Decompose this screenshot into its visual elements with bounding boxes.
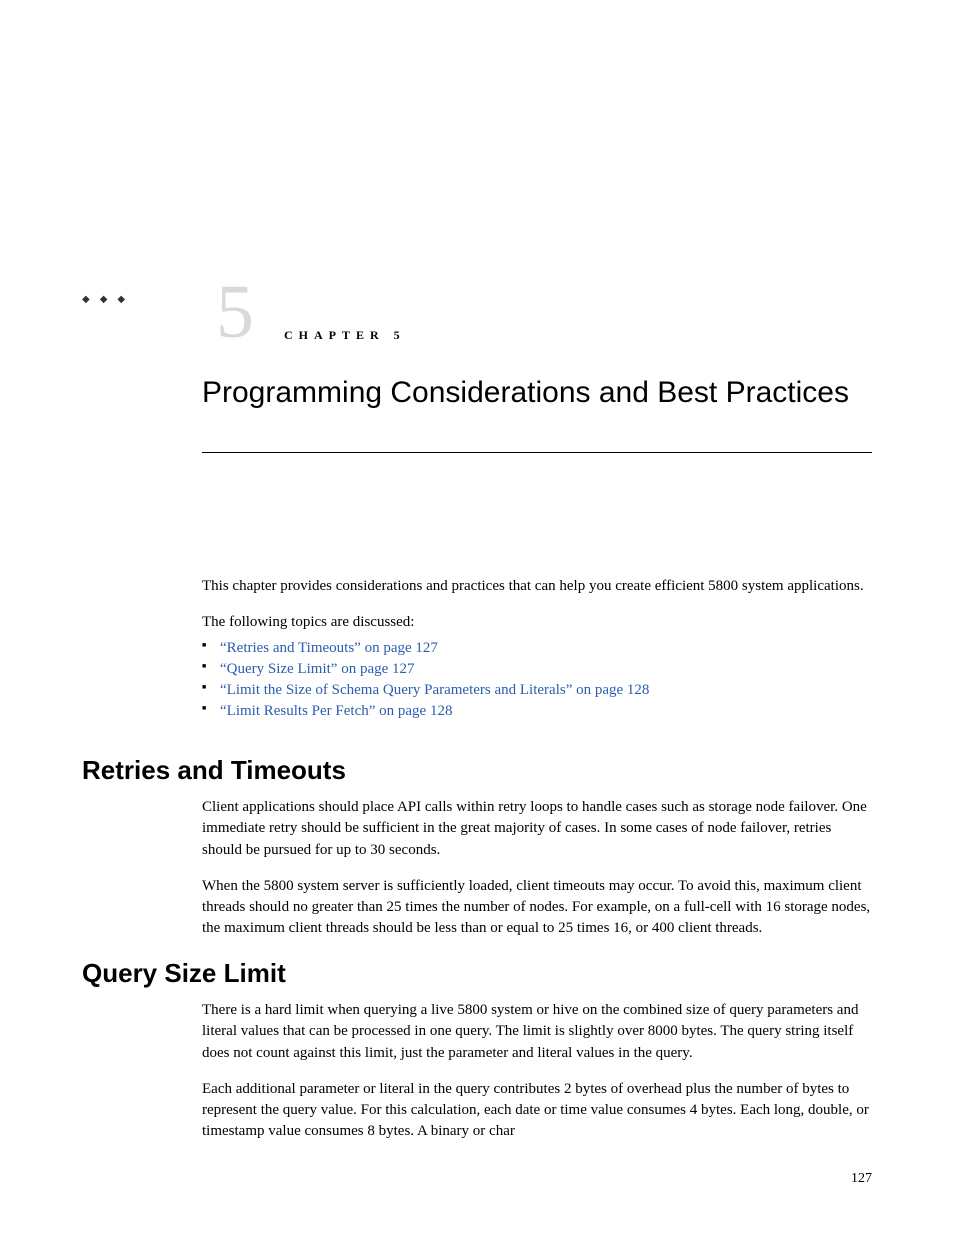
toc-link-schema-params[interactable]: “Limit the Size of Schema Query Paramete…	[220, 682, 649, 698]
toc-link-query-size[interactable]: “Query Size Limit” on page 127	[220, 661, 415, 677]
list-item: “Retries and Timeouts” on page 127	[202, 638, 872, 659]
body-paragraph: Client applications should place API cal…	[202, 797, 872, 861]
section-heading-retries: Retries and Timeouts	[82, 755, 346, 786]
intro-paragraph: The following topics are discussed:	[202, 612, 872, 633]
body-paragraph: When the 5800 system server is sufficien…	[202, 876, 872, 940]
section-heading-query-size: Query Size Limit	[82, 958, 286, 989]
list-item: “Limit Results Per Fetch” on page 128	[202, 701, 872, 722]
body-paragraph: There is a hard limit when querying a li…	[202, 1000, 872, 1064]
toc-link-retries[interactable]: “Retries and Timeouts” on page 127	[220, 640, 438, 656]
page-number: 127	[851, 1171, 872, 1187]
chapter-intro: This chapter provides considerations and…	[202, 576, 872, 723]
toc-link-results-fetch[interactable]: “Limit Results Per Fetch” on page 128	[220, 703, 452, 719]
list-item: “Limit the Size of Schema Query Paramete…	[202, 680, 872, 701]
chapter-header: ◆◆◆ 5 CHAPTER 5	[82, 290, 872, 308]
chapter-number-watermark: 5	[216, 274, 254, 350]
chapter-label: CHAPTER 5	[284, 328, 406, 343]
section-body-query-size: There is a hard limit when querying a li…	[202, 1000, 872, 1158]
list-item: “Query Size Limit” on page 127	[202, 659, 872, 680]
title-rule	[202, 452, 872, 453]
document-page: ◆◆◆ 5 CHAPTER 5 Programming Consideratio…	[0, 0, 954, 1235]
topic-list: “Retries and Timeouts” on page 127 “Quer…	[202, 638, 872, 723]
section-body-retries: Client applications should place API cal…	[202, 797, 872, 955]
diamond-ornament-icon: ◆◆◆	[82, 294, 135, 305]
intro-paragraph: This chapter provides considerations and…	[202, 576, 872, 597]
chapter-title: Programming Considerations and Best Prac…	[202, 375, 872, 411]
body-paragraph: Each additional parameter or literal in …	[202, 1079, 872, 1143]
